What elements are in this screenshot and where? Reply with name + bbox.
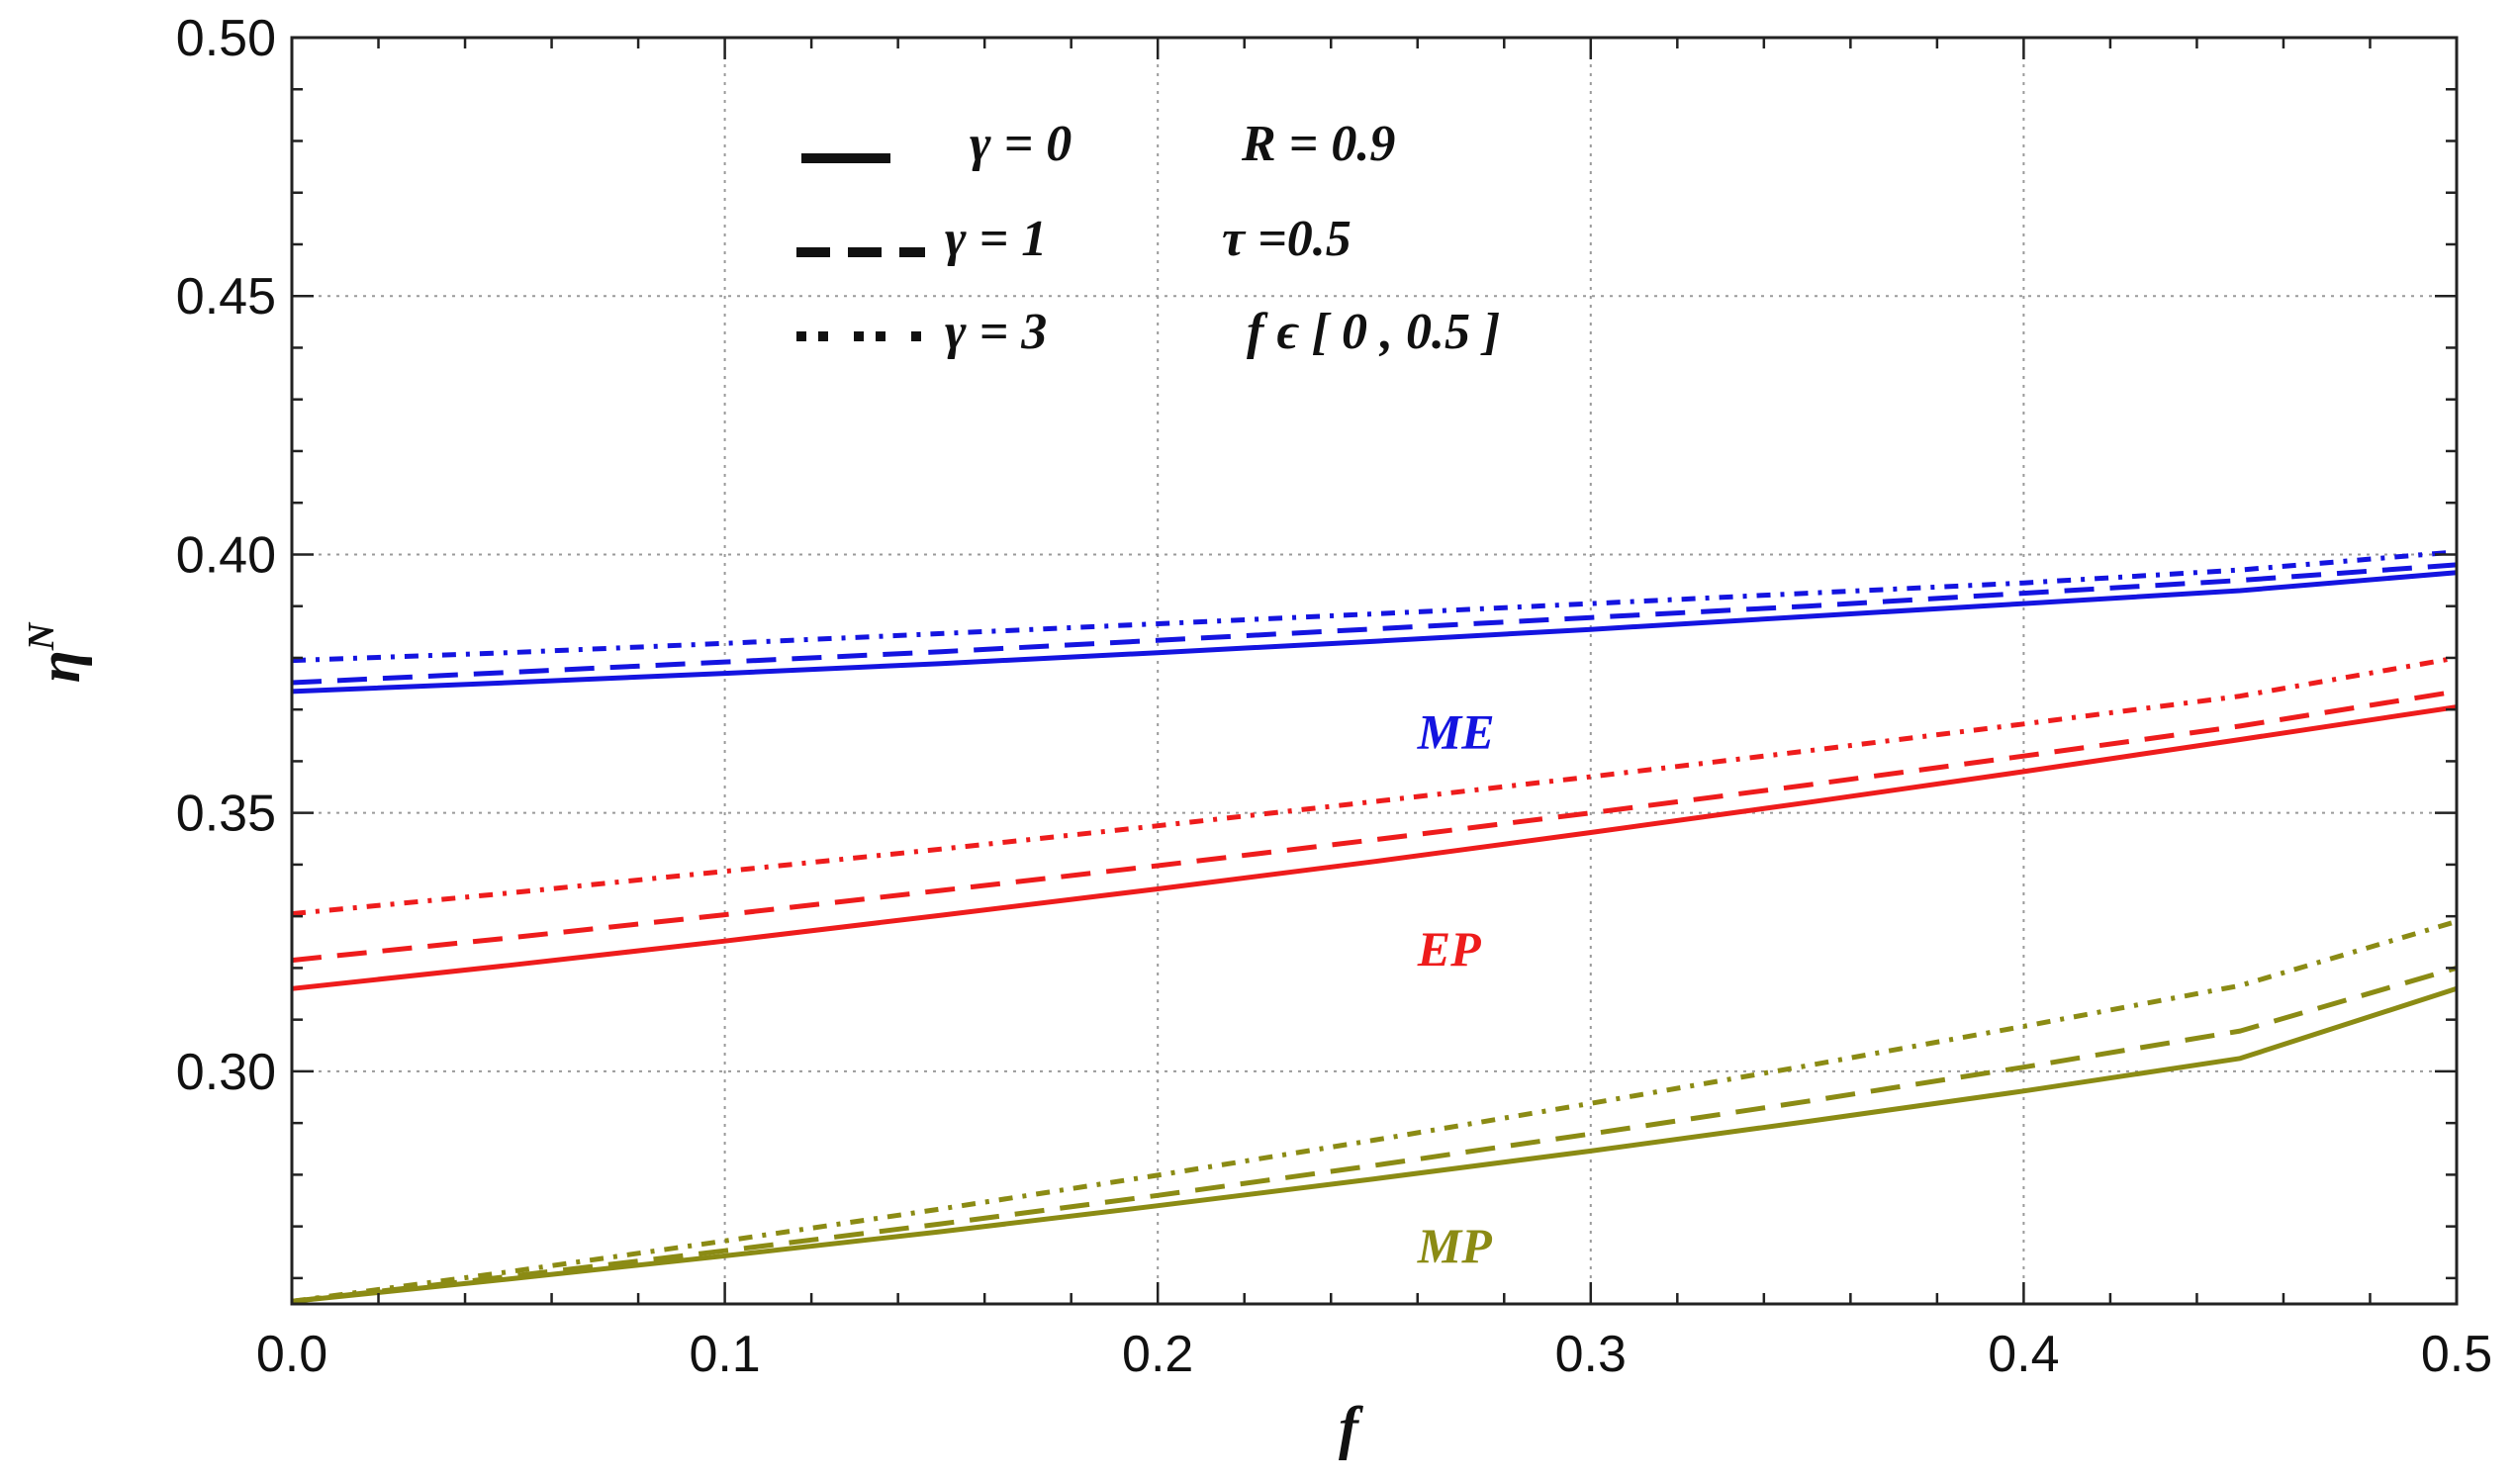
y-tick-label: 0.50 — [176, 10, 276, 67]
series-line-me-gamma1 — [291, 562, 2458, 686]
legend-note-tau: τ =0.5 — [1222, 211, 1351, 267]
series-line-mp-gamma0 — [291, 985, 2458, 1304]
y-axis-title: ηN — [21, 621, 92, 683]
series-line-me-gamma3 — [291, 549, 2458, 664]
y-tick-label: 0.30 — [176, 1044, 276, 1101]
legend: γ = 0 γ = 1 γ = 3 R = 0.9 τ =0.5 f ϵ [ 0… — [796, 116, 1500, 360]
curve-label-me: ME — [1417, 703, 1495, 759]
legend-note-r: R = 0.9 — [1241, 116, 1395, 172]
series-line-mp-gamma1 — [291, 965, 2458, 1304]
legend-label-gamma0: γ = 0 — [970, 116, 1072, 172]
y-axis-title-superscript: N — [21, 621, 62, 651]
axis-ticks: 0.30 0.35 0.40 0.45 0.50 0.0 0.1 0.2 0.3 0.4 0.5 — [176, 10, 2492, 1383]
grid-lines — [292, 38, 2457, 1304]
y-tick-label: 0.45 — [176, 268, 276, 325]
legend-label-gamma1: γ = 1 — [945, 211, 1047, 267]
curve-labels: ME EP MP — [1417, 703, 1495, 1273]
x-tick-label: 0.0 — [256, 1326, 327, 1383]
x-tick-label: 0.4 — [1988, 1326, 2059, 1383]
curve-label-ep: EP — [1417, 921, 1481, 976]
series-line-ep-gamma1 — [291, 689, 2458, 964]
x-tick-label: 0.2 — [1122, 1326, 1193, 1383]
y-axis-title-symbol: η — [27, 650, 92, 683]
series-line-me-gamma0 — [291, 570, 2458, 695]
curve-label-mp: MP — [1417, 1218, 1492, 1273]
plot-frame — [290, 36, 2459, 1306]
y-tick-label: 0.40 — [176, 526, 276, 584]
series-lines — [291, 549, 2458, 1304]
legend-label-gamma3: γ = 3 — [945, 304, 1047, 360]
x-tick-label: 0.1 — [689, 1326, 760, 1383]
series-line-mp-gamma3 — [291, 919, 2458, 1304]
x-tick-label: 0.5 — [2421, 1326, 2492, 1383]
legend-note-range: f ϵ [ 0 , 0.5 ] — [1247, 304, 1500, 360]
series-line-ep-gamma3 — [291, 655, 2458, 917]
x-axis-title: f — [1339, 1395, 1363, 1460]
y-axis-title-group: ηN — [21, 621, 92, 683]
x-tick-label: 0.3 — [1555, 1326, 1627, 1383]
series-line-ep-gamma0 — [291, 704, 2458, 991]
y-tick-label: 0.35 — [176, 786, 276, 843]
